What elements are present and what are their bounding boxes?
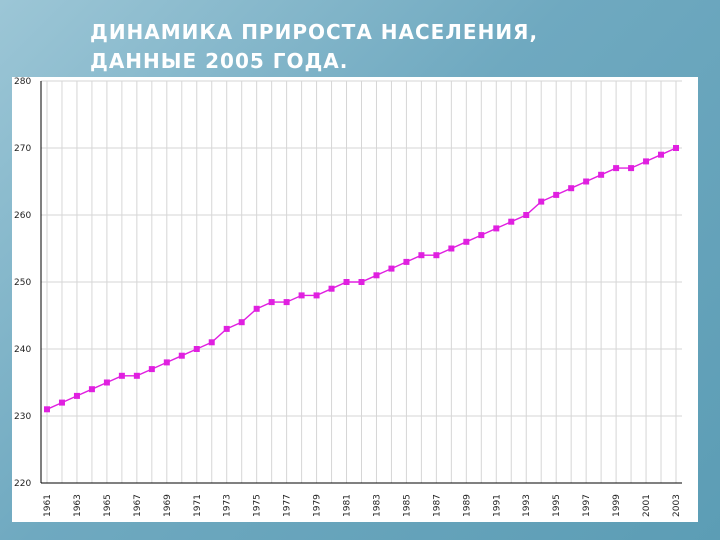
data-point-marker	[433, 252, 440, 259]
data-point-marker	[388, 265, 395, 272]
data-point-marker	[553, 191, 560, 198]
population-line-chart: 220 230 240 250 260 270 280 1961 1963 1965 1967 196…	[14, 77, 682, 517]
data-point-marker	[223, 325, 230, 332]
slide-title: ДИНАМИКА ПРИРОСТА НАСЕЛЕНИЯ, ДАННЫЕ 2005…	[90, 18, 650, 76]
data-point-marker	[403, 258, 410, 265]
data-point-marker	[358, 279, 365, 285]
data-point-marker	[418, 252, 425, 259]
data-point-marker	[493, 225, 500, 232]
x-tick-label: 1995	[552, 494, 562, 517]
data-point-marker	[343, 279, 350, 285]
data-point-marker	[283, 299, 290, 306]
data-point-marker	[538, 198, 545, 205]
data-point-marker	[208, 339, 215, 346]
data-point-marker	[478, 232, 485, 239]
x-tick-label: 2003	[672, 494, 682, 517]
y-tick-label: 260	[14, 211, 31, 221]
data-point-marker	[298, 292, 305, 299]
x-tick-label: 1983	[372, 494, 382, 517]
x-tick-label: 1999	[612, 494, 622, 517]
x-tick-label: 1979	[313, 494, 323, 517]
data-point-marker	[583, 178, 590, 185]
axis-layer	[40, 81, 682, 484]
x-tick-label: 1993	[522, 494, 532, 517]
x-tick-label: 1985	[402, 494, 412, 517]
y-tick-label: 240	[14, 345, 31, 355]
data-point-marker	[373, 272, 380, 279]
data-point-marker	[613, 165, 620, 172]
x-tick-label: 1969	[163, 494, 173, 517]
x-tick-label: 1961	[43, 494, 53, 517]
y-tick-label: 220	[14, 479, 31, 489]
tick-label-layer: 220 230 240 250 260 270 280 1961 1963 1965 1967 196…	[14, 77, 682, 517]
data-point-marker	[103, 379, 110, 386]
data-point-marker	[253, 305, 260, 312]
data-point-marker	[163, 359, 170, 366]
y-tick-label: 230	[14, 412, 31, 422]
series-layer	[44, 145, 679, 413]
y-tick-label: 250	[14, 278, 31, 288]
data-point-marker	[598, 171, 605, 178]
data-point-marker	[268, 299, 275, 306]
data-point-marker	[178, 352, 185, 359]
data-point-marker	[118, 372, 125, 379]
x-tick-label: 2001	[642, 494, 652, 517]
data-point-marker	[193, 346, 200, 352]
x-tick-label: 1965	[103, 494, 113, 517]
data-point-marker	[88, 386, 95, 393]
data-point-marker	[133, 372, 140, 379]
data-point-marker	[58, 399, 65, 406]
x-tick-label: 1967	[133, 494, 143, 517]
chart-panel: 220 230 240 250 260 270 280 1961 1963 1965 1967 196…	[12, 77, 698, 522]
data-point-marker	[628, 165, 635, 172]
slide-title-line-1: ДИНАМИКА ПРИРОСТА НАСЕЛЕНИЯ,	[90, 20, 539, 44]
x-tick-label: 1975	[253, 494, 263, 517]
x-tick-label: 1987	[432, 494, 442, 517]
data-point-marker	[508, 218, 515, 225]
data-point-marker	[44, 406, 50, 413]
data-point-marker	[313, 292, 320, 299]
data-point-marker	[673, 145, 679, 151]
x-tick-label: 1963	[73, 494, 83, 517]
y-tick-label: 270	[14, 144, 31, 154]
grid-layer	[41, 80, 682, 484]
data-point-marker	[658, 151, 665, 158]
data-point-marker	[238, 319, 245, 326]
x-tick-label: 1971	[193, 494, 203, 517]
data-point-marker	[568, 185, 575, 192]
data-point-marker	[463, 238, 470, 245]
y-tick-label: 280	[14, 77, 31, 87]
x-tick-label: 1977	[283, 494, 293, 517]
data-point-marker	[73, 392, 80, 399]
x-tick-label: 1997	[582, 494, 592, 517]
data-point-marker	[523, 212, 530, 218]
data-point-marker	[448, 245, 455, 252]
x-tick-label: 1989	[462, 494, 472, 517]
x-tick-label: 1991	[492, 494, 502, 517]
data-point-marker	[148, 366, 155, 373]
x-tick-label: 1973	[223, 494, 233, 517]
x-tick-label: 1981	[343, 494, 353, 517]
data-point-marker	[643, 158, 650, 165]
data-point-marker	[328, 285, 335, 292]
slide-title-line-2: ДАННЫЕ 2005 ГОДА.	[90, 49, 349, 73]
